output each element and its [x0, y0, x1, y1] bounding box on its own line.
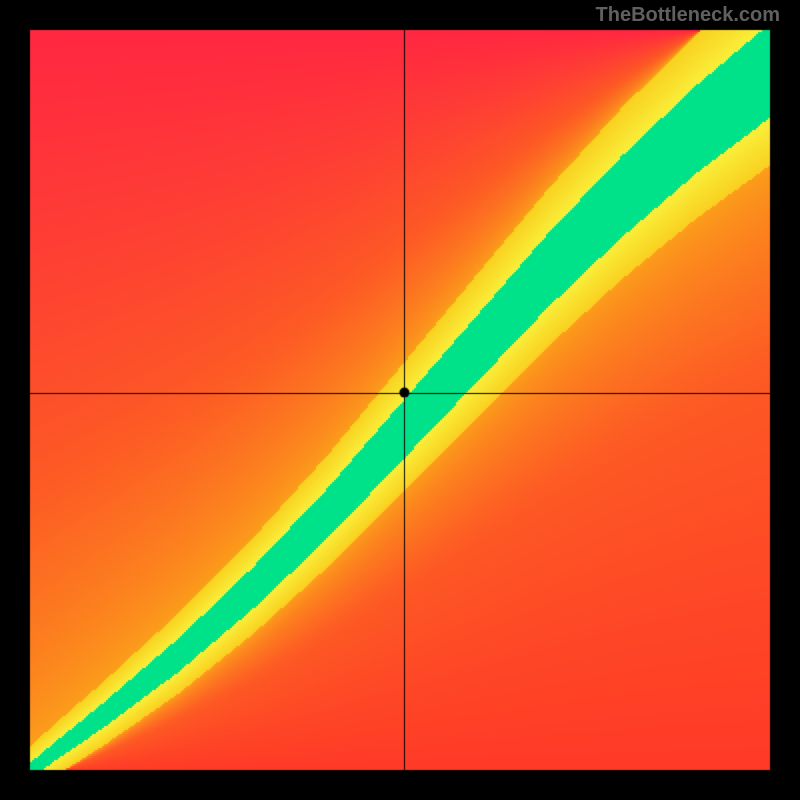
watermark-text: TheBottleneck.com — [596, 4, 780, 27]
bottleneck-heatmap — [0, 0, 800, 800]
